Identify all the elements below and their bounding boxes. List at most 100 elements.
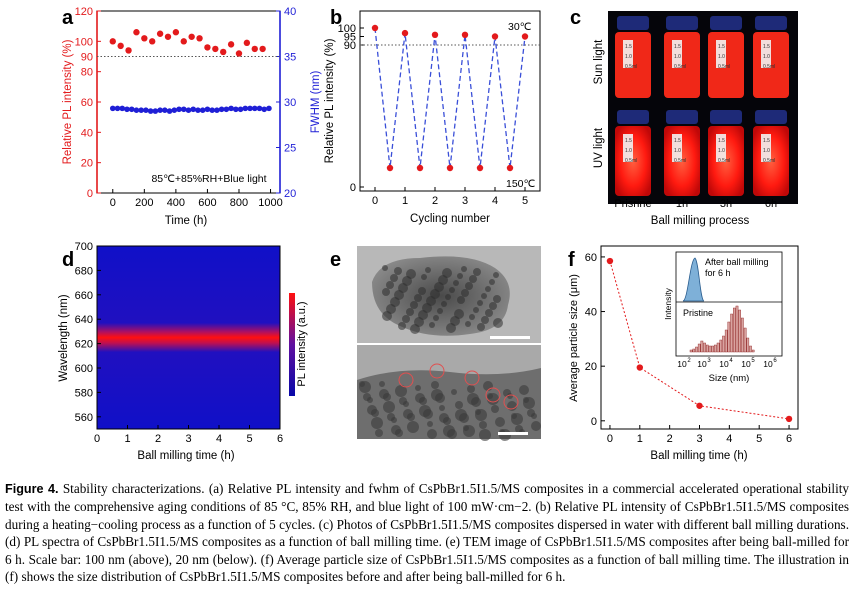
data-point-pl-a bbox=[227, 41, 235, 48]
data-point-fwhm-a bbox=[199, 107, 206, 113]
data-point-pl-a bbox=[204, 44, 211, 51]
data-point-pl-a bbox=[125, 47, 132, 54]
vial-label bbox=[761, 40, 771, 68]
tem-grain bbox=[418, 287, 426, 295]
tem-grain bbox=[435, 393, 445, 403]
figure-4: a 0 200 400 600 800 1000020406080100120202530… bbox=[58, 6, 799, 462]
inset-bar bbox=[746, 337, 750, 353]
data-point-b bbox=[416, 164, 424, 172]
vial-label bbox=[672, 134, 682, 162]
tem-grain bbox=[391, 417, 397, 423]
vial-label bbox=[761, 134, 771, 162]
inset-xlabel: Size (nm) bbox=[709, 373, 750, 384]
tem-grain bbox=[493, 295, 501, 303]
tem-grain bbox=[395, 385, 407, 397]
tem-grain bbox=[479, 421, 487, 429]
data-point-b bbox=[431, 31, 439, 38]
tem-grain bbox=[463, 425, 475, 437]
data-point-fwhm-a bbox=[261, 106, 268, 113]
vial-mark: 1.5 bbox=[763, 138, 770, 144]
x-tick-label-d: 0 bbox=[94, 433, 100, 445]
tem-grain bbox=[455, 401, 463, 409]
x-tick-label-d: 3 bbox=[185, 433, 191, 445]
data-point-fwhm-a bbox=[152, 108, 159, 114]
y-tick-label-d: 600 bbox=[75, 363, 93, 375]
tem-grain bbox=[511, 413, 523, 425]
x-tick-label-b: 1 bbox=[402, 195, 408, 207]
tem-grain bbox=[359, 381, 371, 393]
tem-grain bbox=[419, 397, 427, 405]
x-tick-label-d: 4 bbox=[216, 433, 222, 445]
data-point-pl-a bbox=[212, 45, 219, 53]
xlabel-a: Time (h) bbox=[165, 215, 208, 227]
vial-group: 1.5 1.0 0.5ml 1.5 1.0 0.5ml 1.5 1.0 0.5ml 1.5 1.0 0… bbox=[615, 16, 789, 196]
y2-tick-label-a: 40 bbox=[284, 6, 296, 18]
data-point-f bbox=[696, 402, 703, 409]
tem-grain bbox=[467, 385, 475, 393]
inset-bar bbox=[735, 305, 739, 353]
data-point-fwhm-a bbox=[195, 107, 201, 113]
tem-grain bbox=[437, 308, 443, 314]
data-point-fwhm-a bbox=[209, 107, 215, 113]
panel-c: c 1.51.00.5ml1.51.00.5ml1.51.00.5ml1.51.… bbox=[570, 7, 798, 227]
inset-bar bbox=[716, 342, 720, 353]
inset-bar bbox=[722, 335, 725, 353]
tem-texture-top bbox=[382, 265, 503, 334]
data-point-fwhm-a bbox=[147, 108, 154, 114]
data-point-fwhm-a bbox=[190, 106, 197, 113]
vial-mark: 1.0 bbox=[625, 148, 632, 154]
vial-mark: 1.0 bbox=[625, 54, 632, 60]
y2label-a: FWHM (nm) bbox=[310, 71, 322, 134]
panel-label-f: f bbox=[568, 249, 575, 271]
tem-grain bbox=[383, 393, 391, 401]
tem-grain bbox=[491, 405, 499, 413]
tem-grain bbox=[423, 409, 433, 419]
x-tick-label-b: 3 bbox=[462, 195, 468, 207]
data-point-b bbox=[386, 164, 394, 172]
inset-bar bbox=[738, 309, 741, 353]
data-point-fwhm-a bbox=[214, 107, 220, 113]
tem-grain bbox=[531, 413, 537, 419]
y-tick-label-d: 680 bbox=[75, 265, 93, 277]
tem-grain bbox=[531, 421, 541, 431]
panel-d: d 0 1 2 3 4 5 6 560 580 600 620 640 660 680 700 PL int… bbox=[58, 241, 308, 462]
vial-mark: 0.5ml bbox=[718, 158, 730, 164]
vial-mark: 1.0 bbox=[674, 148, 681, 154]
vial-mark: 0.5ml bbox=[625, 64, 637, 70]
x-tick-label-a: 0 bbox=[110, 197, 116, 209]
inset-tick-base: 10 bbox=[697, 359, 707, 369]
tem-grain bbox=[386, 281, 394, 289]
tem-grain bbox=[473, 268, 481, 276]
tem-grain bbox=[465, 321, 471, 327]
data-point-fwhm-a bbox=[256, 105, 263, 112]
data-point-pl-a bbox=[164, 33, 172, 40]
tem-grain bbox=[469, 275, 477, 283]
vial-cap bbox=[617, 16, 649, 30]
inset-bar bbox=[749, 345, 752, 353]
x-tick-label-a: 800 bbox=[230, 197, 248, 209]
tem-grain bbox=[414, 294, 422, 302]
data-point-fwhm-a bbox=[162, 107, 168, 113]
tem-grain bbox=[473, 307, 479, 313]
data-point-b bbox=[491, 33, 499, 40]
tem-grain bbox=[507, 393, 513, 399]
inset-bar bbox=[741, 317, 744, 353]
data-point-fwhm-a bbox=[266, 105, 272, 112]
vial-mark: 1.5 bbox=[674, 44, 681, 50]
data-point-fwhm-a bbox=[157, 107, 163, 113]
inset-tick-base: 10 bbox=[719, 359, 729, 369]
ylabel-b: Relative PL intensity (%) bbox=[324, 38, 336, 163]
data-point-fwhm-a bbox=[119, 105, 126, 112]
data-point-pl-a bbox=[220, 48, 227, 56]
data-point-pl-a bbox=[243, 39, 251, 47]
tem-grain bbox=[459, 413, 469, 423]
tem-grain bbox=[485, 286, 491, 292]
row-label-sun: Sun light bbox=[593, 39, 605, 85]
data-point-fwhm-a bbox=[133, 107, 140, 113]
vial-mark: 0.5ml bbox=[763, 64, 775, 70]
inset-bar bbox=[714, 344, 717, 353]
x-tick-label-a: 1000 bbox=[258, 197, 282, 209]
tem-grain bbox=[469, 314, 475, 320]
x-tick-label-f: 5 bbox=[756, 433, 762, 445]
tem-grain bbox=[407, 413, 415, 421]
